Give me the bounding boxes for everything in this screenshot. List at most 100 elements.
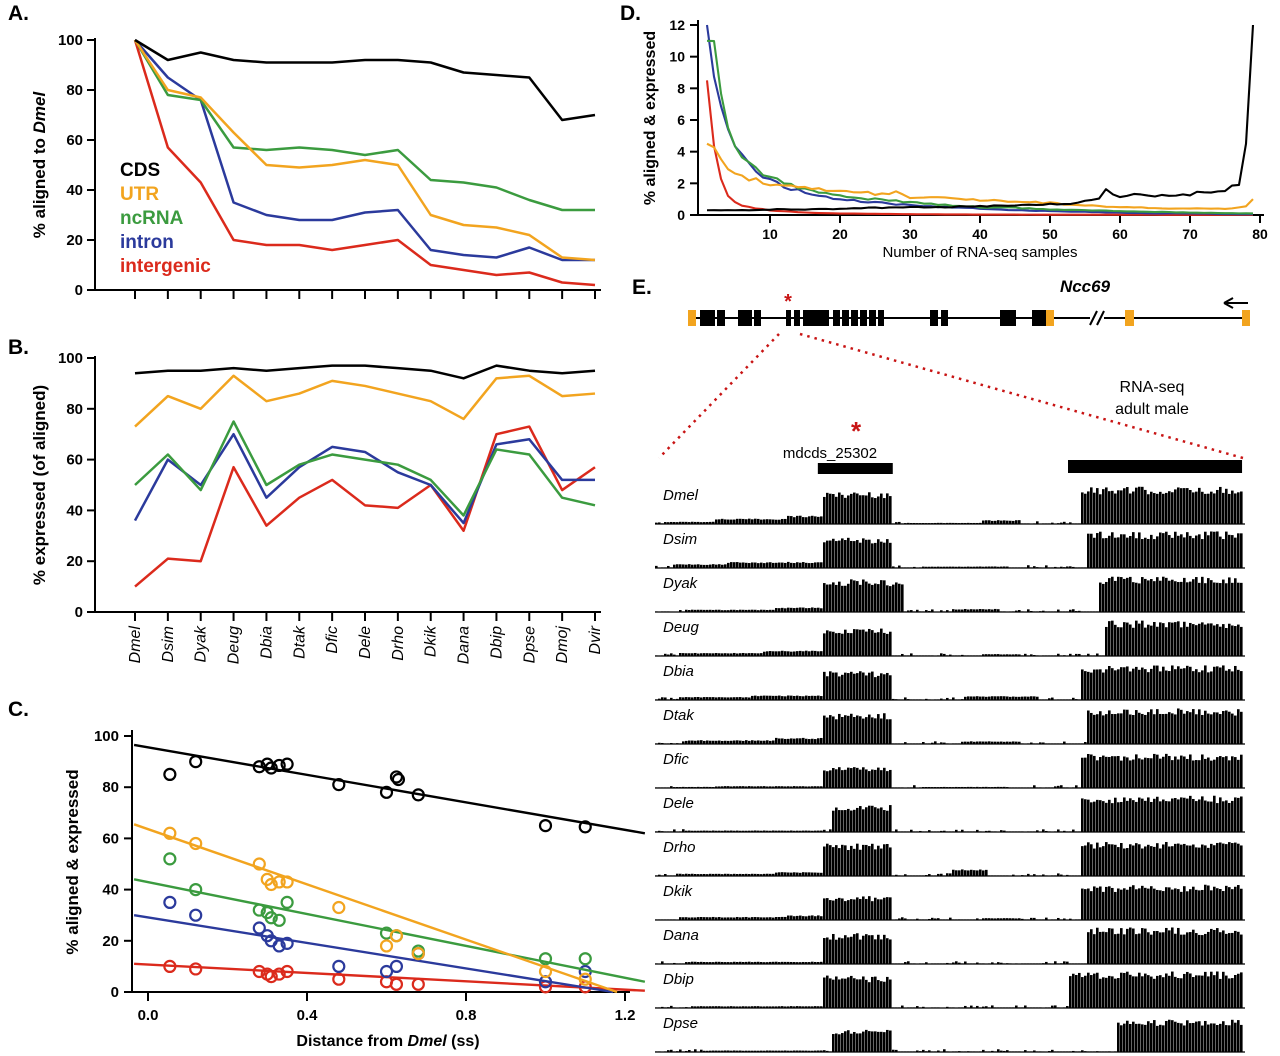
track-Dsim: Dsim bbox=[655, 531, 1245, 569]
panel-c-point-intergenic bbox=[389, 977, 404, 991]
exon-cds bbox=[786, 310, 791, 326]
y-tick-label: 12 bbox=[669, 17, 685, 33]
exon-cds bbox=[878, 310, 884, 326]
x-category-label: Dvir bbox=[587, 625, 604, 654]
x-category-label: Dkik bbox=[423, 625, 440, 657]
x-tick-label: 1.2 bbox=[615, 1007, 636, 1024]
x-category-label: Dmoj bbox=[554, 626, 571, 664]
panel-a-series-intergenic bbox=[133, 39, 596, 287]
x-tick-label: 0.0 bbox=[138, 1007, 159, 1024]
panel-c-point-intron bbox=[379, 964, 394, 979]
y-tick-label: 2 bbox=[677, 175, 685, 191]
exon-cds bbox=[803, 310, 829, 326]
legend-intergenic: intergenic bbox=[120, 256, 211, 277]
panel-c-point-CDS bbox=[332, 778, 346, 792]
panel-c-point-intron bbox=[332, 959, 346, 974]
panel-c-point-ncRNA bbox=[252, 903, 266, 917]
track-label-Dsim: Dsim bbox=[663, 531, 697, 548]
gene-name: Ncc69 bbox=[1060, 277, 1111, 296]
panel-c-point-UTR bbox=[264, 877, 278, 892]
panel-c-point-intergenic bbox=[189, 962, 203, 976]
legend-UTR: UTR bbox=[120, 184, 159, 205]
rnaseq-label-line1: RNA-seq bbox=[1120, 379, 1185, 396]
panel-d-series-intergenic bbox=[705, 80, 1253, 216]
zoom-line-left bbox=[658, 333, 780, 459]
x-category-label: Dbia bbox=[258, 626, 275, 659]
panel-c-point-intron bbox=[189, 908, 203, 922]
track-label-Dbia: Dbia bbox=[663, 663, 694, 680]
panel-d-label: D. bbox=[620, 2, 641, 25]
panel-c-point-CDS bbox=[163, 767, 177, 782]
zoom-line-right bbox=[799, 332, 1244, 460]
panel-b-label: B. bbox=[8, 336, 29, 359]
legend-CDS: CDS bbox=[120, 160, 160, 181]
exon-utr bbox=[1125, 310, 1134, 326]
y-tick-label: 80 bbox=[66, 401, 83, 418]
exon-annotation-bar bbox=[1068, 460, 1243, 473]
panel-c-point-CDS bbox=[264, 761, 278, 775]
panel-c-point-UTR bbox=[389, 929, 404, 943]
panel-c-point-ncRNA bbox=[264, 911, 278, 925]
track-label-Dfic: Dfic bbox=[663, 751, 689, 768]
sequence-break-slash bbox=[1096, 310, 1105, 326]
track-Dyak: Dyak bbox=[655, 575, 1245, 613]
y-tick-label: 6 bbox=[677, 112, 685, 128]
legend-intron: intron bbox=[120, 232, 174, 253]
panel-c-point-ncRNA bbox=[578, 952, 592, 966]
panel-c-point-intron bbox=[280, 936, 294, 950]
panel-a-label: A. bbox=[8, 2, 29, 25]
panel-c-point-ncRNA bbox=[163, 852, 177, 866]
panel-a-series-UTR bbox=[133, 39, 596, 262]
panel-c-point-UTR bbox=[189, 836, 203, 851]
x-tick-label: 10 bbox=[762, 226, 778, 242]
panel-c-point-CDS bbox=[280, 757, 294, 771]
track-Dbia: Dbia bbox=[655, 663, 1245, 701]
y-tick-label: 10 bbox=[669, 49, 685, 65]
track-Drho: Drho bbox=[655, 839, 1245, 877]
panel-c-point-CDS bbox=[379, 785, 394, 799]
exon-cds bbox=[869, 310, 876, 326]
x-category-label: Dfic bbox=[324, 626, 341, 654]
x-tick-label: 20 bbox=[832, 226, 848, 242]
track-label-Dmel: Dmel bbox=[663, 487, 699, 504]
panel-c-point-CDS bbox=[578, 820, 592, 834]
y-tick-label: 40 bbox=[66, 182, 83, 199]
x-tick-label: 50 bbox=[1042, 226, 1058, 242]
panel-c-point-ncRNA bbox=[538, 952, 553, 966]
panel-d-series-ncRNA bbox=[706, 39, 1254, 215]
exon-cds bbox=[1032, 310, 1046, 326]
x-axis-title: Number of RNA-seq samples bbox=[882, 244, 1077, 261]
y-tick-label: 4 bbox=[677, 144, 685, 160]
exon-cds bbox=[930, 310, 938, 326]
x-category-label: Dsim bbox=[160, 626, 177, 662]
panel-d-series-CDS bbox=[706, 24, 1255, 212]
exon-cds bbox=[842, 310, 849, 326]
panel-c-point-UTR bbox=[379, 939, 394, 953]
rnaseq-label-line2: adult male bbox=[1115, 401, 1189, 418]
panel-b-series-UTR bbox=[134, 374, 596, 428]
panel-c-point-UTR bbox=[332, 900, 346, 915]
track-Dpse: Dpse bbox=[655, 1015, 1245, 1053]
panel-d-series-UTR bbox=[706, 142, 1254, 210]
mdcds-asterisk: * bbox=[851, 416, 862, 446]
panel-a-series-intron bbox=[134, 39, 595, 262]
panel-b-series-CDS bbox=[134, 364, 596, 380]
y-tick-label: 40 bbox=[66, 502, 83, 519]
panel-c-fit-UTR bbox=[133, 823, 618, 994]
x-category-label: Dmel bbox=[127, 626, 144, 664]
panel-c-point-intron bbox=[272, 939, 286, 953]
exon-cds bbox=[851, 310, 858, 326]
panel-c-point-UTR bbox=[272, 875, 286, 889]
track-label-Deug: Deug bbox=[663, 619, 700, 636]
y-axis-title: % expressed (of aligned) bbox=[30, 385, 49, 585]
panel-a-series-CDS bbox=[134, 38, 596, 122]
y-axis-title: % aligned & expressed bbox=[63, 769, 82, 954]
x-axis-title: Distance from Dmel (ss) bbox=[296, 1033, 479, 1050]
panel-c-point-intergenic bbox=[264, 970, 278, 984]
exon-cds bbox=[717, 310, 725, 326]
y-tick-label: 0 bbox=[75, 604, 83, 621]
y-tick-label: 60 bbox=[102, 830, 119, 847]
panel-c-point-UTR bbox=[280, 875, 294, 889]
